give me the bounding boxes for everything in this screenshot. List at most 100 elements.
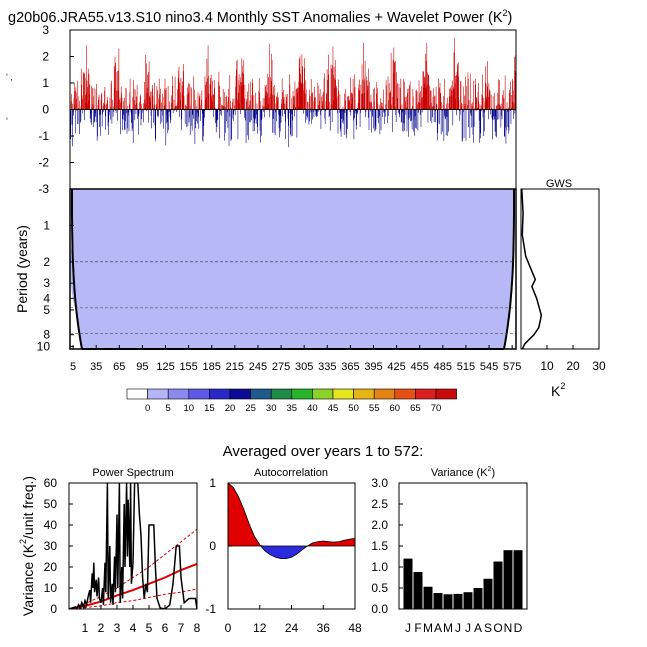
wavelet-x-tick-label: 155 — [179, 361, 197, 373]
ps-y-tick-label: 30 — [44, 539, 58, 553]
wavelet-x-tick-label: 395 — [364, 361, 382, 373]
wavelet-x-tick-label: 95 — [136, 361, 148, 373]
ssta-y-tick-label: -1 — [38, 129, 49, 143]
gws-x-label: K2 — [551, 381, 565, 399]
colorbar-label: 55 — [369, 403, 380, 414]
ac-y-tick-label: 0 — [209, 539, 216, 553]
colorbar-box — [312, 388, 334, 400]
colorbar-label: 30 — [266, 403, 277, 414]
ac-x-tick-label: 36 — [317, 621, 331, 635]
wavelet-x-tick-label: 275 — [272, 361, 290, 373]
ps-y-tick-label: 60 — [44, 476, 58, 490]
variance-y-tick-label: 1.0 — [371, 560, 388, 574]
colorbar-label: 65 — [410, 403, 421, 414]
ssta-y-tick-label: 3 — [42, 23, 49, 37]
ssta-bars — [70, 37, 516, 148]
variance-x-tick-label: A — [474, 621, 482, 635]
variance-bar — [463, 592, 473, 609]
variance-bar — [443, 594, 453, 609]
averaged-title: Averaged over years 1 to 572: — [223, 443, 424, 460]
gws-x-axis: 10 20 30 — [540, 345, 606, 373]
colorbar-label: 10 — [184, 403, 195, 414]
colorbar-box — [167, 388, 190, 400]
wavelet-x-tick-label: 35 — [90, 361, 102, 373]
variance-bar — [473, 588, 483, 609]
main-title: g20b06.JRA55.v13.S10 nino3.4 Monthly SST… — [8, 8, 512, 26]
colorbar-label: 50 — [348, 403, 359, 414]
ps-x-tick-label: 3 — [114, 621, 121, 635]
ps-spectrum-line — [69, 483, 197, 609]
wavelet-x-tick-label: 215 — [226, 361, 244, 373]
variance-y-tick-label: 0.0 — [371, 602, 388, 616]
ps-x-tick-label: 2 — [98, 621, 105, 635]
ps-red-noise — [69, 562, 197, 609]
autocorr-line — [227, 482, 356, 559]
power-spectrum-panel: Power Spectrum 1 2 3 4 5 6 7 8 0 10 20 30 40 50 60 Var… — [18, 467, 201, 635]
wavelet-y-tick-label: 4 — [43, 291, 50, 305]
colorbar-label: 0 — [145, 403, 150, 414]
ssta-positive-bars — [70, 37, 516, 110]
autocorrelation-axes: 0 12 24 36 48 1 0 -1 — [205, 476, 362, 635]
variance-axes: J F M A M J J A S O N D0.00.51.01.52.02.53.0 — [371, 476, 522, 635]
ps-y-tick-label: 20 — [44, 560, 58, 574]
colorbar-label: 15 — [204, 403, 215, 414]
gws-line — [521, 189, 543, 349]
wavelet-x-tick-label: 515 — [457, 361, 475, 373]
colorbar-box — [291, 388, 313, 400]
wavelet-x-tick-label: 305 — [295, 361, 313, 373]
ssta-left-mark-2: ‘ — [6, 116, 8, 126]
variance-x-tick-label: D — [514, 621, 523, 635]
wavelet-x-tick-label: 425 — [387, 361, 405, 373]
colorbar-box — [209, 388, 231, 400]
ssta-y-tick-label: 2 — [42, 50, 49, 64]
wavelet-x-tick-label: 545 — [480, 361, 498, 373]
ps-y-tick-label: 10 — [44, 581, 58, 595]
autocorr-positive-fill — [228, 483, 355, 546]
variance-title: Variance (K2) — [431, 466, 495, 479]
autocorrelation-title: Autocorrelation — [254, 467, 328, 479]
ssta-negative-bars — [70, 109, 516, 148]
variance-x-tick-label: M — [423, 621, 433, 635]
ssta-y-tick-label: -2 — [38, 156, 49, 170]
wavelet-x-tick-label: 335 — [318, 361, 336, 373]
colorbar-box — [415, 388, 437, 400]
colorbar-label: 25 — [245, 403, 256, 414]
variance-bar — [503, 550, 513, 609]
ac-x-tick-label: 24 — [285, 621, 299, 635]
variance-x-tick-label: M — [443, 621, 453, 635]
ssta-y-tick-label: 0 — [42, 103, 49, 117]
wavelet-x-tick-label: 125 — [156, 361, 174, 373]
variance-bar — [453, 593, 463, 609]
cone-of-influence — [70, 189, 516, 349]
variance-x-tick-label: A — [434, 621, 442, 635]
variance-x-tick-label: J — [455, 621, 461, 635]
ssta-panel: 3 2 1 0 -1 -2 -3 ‘ ‚ ‘ — [6, 23, 517, 196]
variance-y-tick-label: 0.5 — [371, 581, 388, 595]
gws-panel: GWS 10 20 30 K2 — [520, 178, 606, 399]
ac-x-tick-label: 12 — [253, 621, 267, 635]
colorbar-label: 5 — [166, 403, 171, 414]
wavelet-y-tick-label: 10 — [37, 339, 51, 353]
variance-bar — [513, 550, 523, 609]
power-spectrum-axes: 1 2 3 4 5 6 7 8 0 10 20 30 40 50 60 — [44, 476, 201, 635]
ps-y-tick-label: 0 — [50, 602, 57, 616]
wavelet-x-tick-label: 485 — [434, 361, 452, 373]
variance-y-tick-label: 2.5 — [371, 497, 388, 511]
colorbar-box — [332, 388, 354, 400]
colorbar-box — [188, 388, 210, 400]
colorbar-box — [250, 388, 272, 400]
wavelet-y-tick-label: 2 — [43, 255, 50, 269]
variance-x-tick-label: S — [484, 621, 492, 635]
significance-lines — [70, 261, 516, 334]
colorbar-label: 40 — [307, 403, 318, 414]
ssta-left-mark: ‘ ‚ — [6, 72, 13, 82]
variance-y-tick-label: 3.0 — [371, 476, 388, 490]
wavelet-y-label: Period (years) — [14, 225, 30, 313]
colorbar-label: 20 — [225, 403, 236, 414]
ps-y-tick-label: 40 — [44, 518, 58, 532]
ps-y-tick-label: 50 — [44, 497, 58, 511]
wavelet-y-tick-label: 3 — [43, 276, 50, 290]
variance-bar — [423, 586, 433, 609]
colorbar-label: 60 — [390, 403, 401, 414]
wavelet-x-tick-label: 185 — [203, 361, 221, 373]
